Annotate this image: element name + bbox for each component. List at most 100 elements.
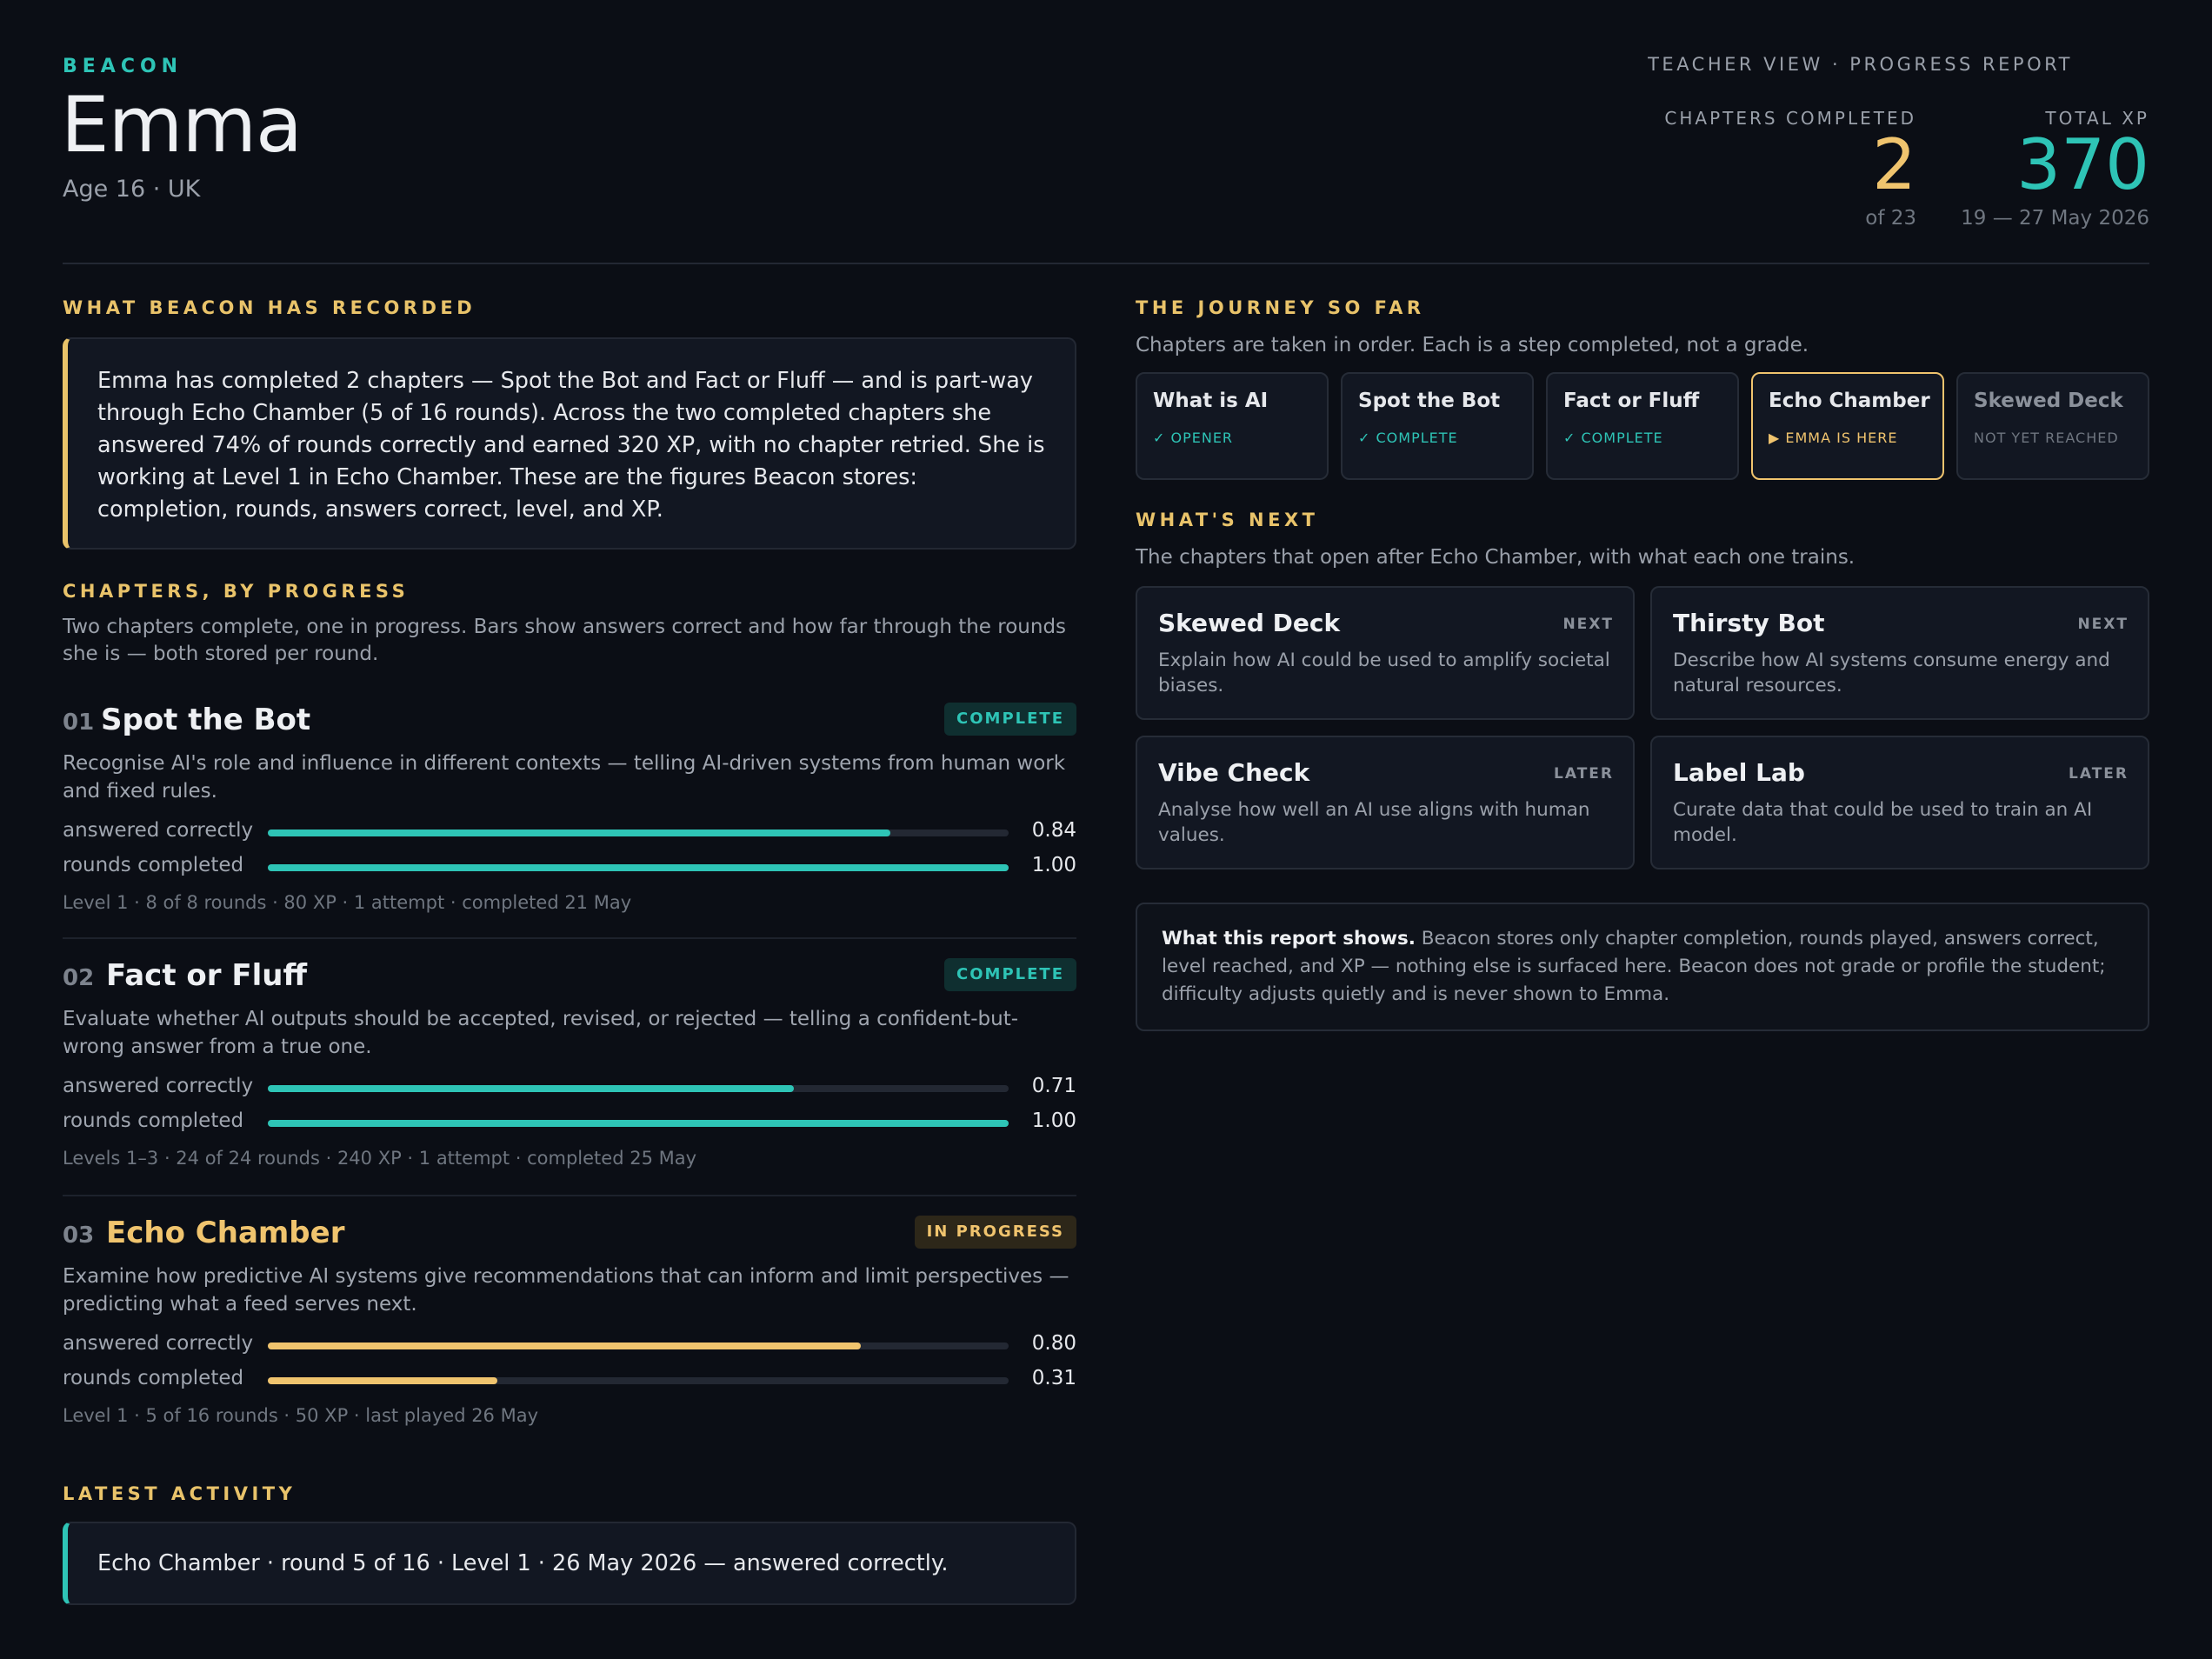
step-status: NOT YET REACHED bbox=[1974, 430, 2119, 446]
report-note-lead: What this report shows. bbox=[1162, 928, 1416, 949]
step-name: Echo Chamber bbox=[1769, 390, 1930, 412]
bar-fill bbox=[268, 1120, 1009, 1127]
total-xp-label: TOTAL XP bbox=[2045, 108, 2149, 129]
next-card-tag: LATER bbox=[1554, 765, 1614, 783]
student-meta: Age 16 · UK bbox=[63, 176, 201, 203]
bar-fill bbox=[268, 1343, 861, 1349]
step-name: Fact or Fluff bbox=[1563, 390, 1700, 412]
next-card-title: Vibe Check bbox=[1158, 758, 1310, 787]
bar-value: 0.84 bbox=[1031, 819, 1076, 842]
bar-answered-correctly: answered correctly 0.71 bbox=[63, 1071, 1076, 1106]
bar-fill bbox=[268, 1377, 498, 1384]
next-card-desc: Explain how AI could be used to amplify … bbox=[1158, 650, 1610, 696]
status-badge: COMPLETE bbox=[944, 703, 1076, 736]
next-card-thirsty-bot[interactable]: Thirsty Bot NEXT Describe how AI systems… bbox=[1650, 586, 2149, 720]
bar-fill bbox=[268, 1085, 794, 1092]
bar-label: rounds completed bbox=[63, 1367, 244, 1389]
journey-label: THE JOURNEY SO FAR bbox=[1136, 297, 1425, 318]
bar-track bbox=[268, 1377, 1009, 1384]
bar-label: answered correctly bbox=[63, 1075, 254, 1097]
journey-step-what-is-ai[interactable]: What is AI ✓ OPENER bbox=[1136, 372, 1329, 480]
chapter-card-fact-or-fluff: 02 Fact or Fluff COMPLETE Evaluate wheth… bbox=[63, 958, 1076, 1169]
step-name: Skewed Deck bbox=[1974, 390, 2123, 412]
bar-rounds-completed: rounds completed 0.31 bbox=[63, 1363, 1076, 1398]
chapter-number: 03 bbox=[63, 1223, 95, 1249]
chapter-card-spot-the-bot: 01 Spot the Bot COMPLETE Recognise AI's … bbox=[63, 703, 1076, 913]
chapter-desc: Examine how predictive AI systems give r… bbox=[63, 1265, 1069, 1316]
next-card-tag: NEXT bbox=[2077, 616, 2129, 633]
brand-logo: BEACON bbox=[63, 56, 183, 77]
bar-answered-correctly: answered correctly 0.84 bbox=[63, 816, 1076, 850]
journey-step-echo-chamber[interactable]: Echo Chamber ▶ EMMA IS HERE bbox=[1751, 372, 1944, 480]
bar-label: rounds completed bbox=[63, 854, 244, 876]
bar-label: answered correctly bbox=[63, 1332, 254, 1355]
chapters-completed-value: 2 bbox=[1872, 124, 1916, 205]
whats-next-desc: The chapters that open after Echo Chambe… bbox=[1136, 546, 1856, 569]
bar-fill bbox=[268, 830, 890, 836]
bar-answered-correctly: answered correctly 0.80 bbox=[63, 1329, 1076, 1363]
bar-rounds-completed: rounds completed 1.00 bbox=[63, 1106, 1076, 1141]
bar-label: rounds completed bbox=[63, 1109, 244, 1132]
next-card-desc: Curate data that could be used to train … bbox=[1673, 799, 2093, 846]
chapter-footer: Level 1 · 8 of 8 rounds · 80 XP · 1 atte… bbox=[63, 892, 632, 913]
next-card-title: Skewed Deck bbox=[1158, 609, 1341, 637]
chapter-title: Echo Chamber bbox=[106, 1216, 345, 1250]
chapters-completed-sub: of 23 bbox=[1865, 207, 1916, 230]
bar-value: 0.71 bbox=[1031, 1075, 1076, 1097]
journey-step-fact-or-fluff[interactable]: Fact or Fluff ✓ COMPLETE bbox=[1546, 372, 1739, 480]
bar-track bbox=[268, 1343, 1009, 1349]
chapter-title: Spot the Bot bbox=[101, 703, 311, 737]
step-status: ✓ COMPLETE bbox=[1563, 430, 1663, 446]
chapter-footer: Level 1 · 5 of 16 rounds · 50 XP · last … bbox=[63, 1405, 539, 1426]
next-card-label-lab[interactable]: Label Lab LATER Curate data that could b… bbox=[1650, 736, 2149, 869]
bar-rounds-completed: rounds completed 1.00 bbox=[63, 850, 1076, 885]
status-badge: COMPLETE bbox=[944, 958, 1076, 991]
student-name: Emma bbox=[61, 80, 303, 170]
recorded-label: WHAT BEACON HAS RECORDED bbox=[63, 297, 476, 318]
bar-value: 0.80 bbox=[1031, 1332, 1076, 1355]
progress-label: CHAPTERS, BY PROGRESS bbox=[63, 581, 410, 602]
report-note: What this report shows. Beacon stores on… bbox=[1136, 903, 2149, 1031]
chapter-desc: Recognise AI's role and influence in dif… bbox=[63, 752, 1066, 803]
step-name: Spot the Bot bbox=[1358, 390, 1501, 412]
journey-step-spot-the-bot[interactable]: Spot the Bot ✓ COMPLETE bbox=[1341, 372, 1534, 480]
recorded-summary: Emma has completed 2 chapters — Spot the… bbox=[63, 337, 1076, 550]
bar-track bbox=[268, 1085, 1009, 1092]
next-card-desc: Describe how AI systems consume energy a… bbox=[1673, 650, 2110, 696]
bar-track bbox=[268, 864, 1009, 871]
header-divider bbox=[63, 263, 2149, 264]
chapter-divider bbox=[63, 937, 1076, 939]
next-card-tag: NEXT bbox=[1562, 616, 1614, 633]
next-card-title: Thirsty Bot bbox=[1673, 609, 1825, 637]
next-card-vibe-check[interactable]: Vibe Check LATER Analyse how well an AI … bbox=[1136, 736, 1635, 869]
bar-track bbox=[268, 830, 1009, 836]
next-card-desc: Analyse how well an AI use aligns with h… bbox=[1158, 799, 1590, 846]
total-xp-sub: 19 — 27 May 2026 bbox=[1961, 207, 2149, 230]
chapter-number: 01 bbox=[63, 710, 95, 736]
chapter-title: Fact or Fluff bbox=[106, 958, 308, 993]
latest-activity-label: LATEST ACTIVITY bbox=[63, 1483, 296, 1504]
bar-fill bbox=[268, 864, 1009, 871]
step-status: ✓ COMPLETE bbox=[1358, 430, 1458, 446]
bar-value: 1.00 bbox=[1031, 854, 1076, 876]
whats-next-label: WHAT'S NEXT bbox=[1136, 510, 1319, 530]
next-card-tag: LATER bbox=[2069, 765, 2129, 783]
bar-label: answered correctly bbox=[63, 819, 254, 842]
status-badge: IN PROGRESS bbox=[914, 1216, 1076, 1249]
bar-value: 1.00 bbox=[1031, 1109, 1076, 1132]
chapter-footer: Levels 1–3 · 24 of 24 rounds · 240 XP · … bbox=[63, 1148, 697, 1169]
journey-desc: Chapters are taken in order. Each is a s… bbox=[1136, 334, 1809, 356]
chapter-divider bbox=[63, 1195, 1076, 1196]
step-status: ▶ EMMA IS HERE bbox=[1769, 430, 1898, 446]
next-card-skewed-deck[interactable]: Skewed Deck NEXT Explain how AI could be… bbox=[1136, 586, 1635, 720]
chapter-desc: Evaluate whether AI outputs should be ac… bbox=[63, 1008, 1019, 1058]
progress-desc: Two chapters complete, one in progress. … bbox=[63, 616, 1067, 666]
journey-step-skewed-deck[interactable]: Skewed Deck NOT YET REACHED bbox=[1956, 372, 2149, 480]
total-xp-value: 370 bbox=[2016, 124, 2149, 205]
step-name: What is AI bbox=[1153, 390, 1269, 412]
bar-value: 0.31 bbox=[1031, 1367, 1076, 1389]
chapter-card-echo-chamber: 03 Echo Chamber IN PROGRESS Examine how … bbox=[63, 1216, 1076, 1426]
step-status: ✓ OPENER bbox=[1153, 430, 1234, 446]
chapter-number: 02 bbox=[63, 965, 95, 991]
latest-activity: Echo Chamber · round 5 of 16 · Level 1 ·… bbox=[63, 1522, 1076, 1605]
